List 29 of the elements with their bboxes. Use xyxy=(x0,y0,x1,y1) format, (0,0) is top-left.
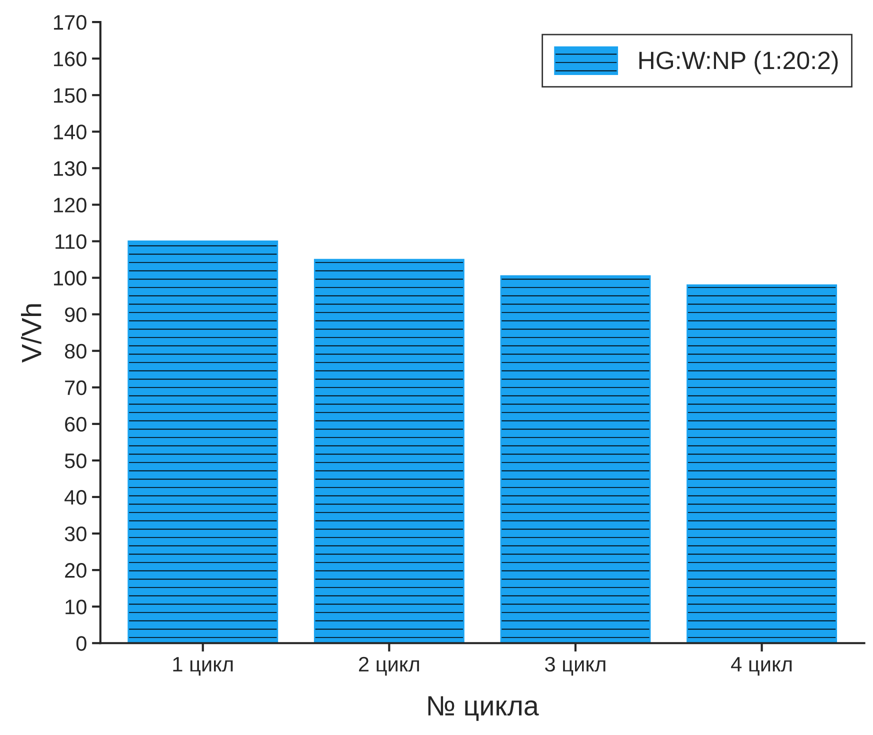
y-tick-label: 100 xyxy=(54,270,86,286)
x-tick-label: 2 цикл xyxy=(359,656,419,676)
bar xyxy=(500,275,651,644)
y-tick-label: 120 xyxy=(54,198,86,212)
legend-label: HG:W:NP (1:20:2) xyxy=(639,50,838,74)
bar xyxy=(128,240,278,644)
y-tick-label: 130 xyxy=(54,161,86,176)
x-tick-label: 3 цикл xyxy=(545,656,606,676)
y-tick-label: 70 xyxy=(65,380,86,396)
y-tick-label: 80 xyxy=(64,344,86,359)
y-axis-title: V/Vh xyxy=(20,304,42,363)
y-tick-label: 40 xyxy=(64,490,86,505)
bar xyxy=(686,284,838,644)
y-tick-label: 110 xyxy=(56,234,86,250)
x-axis-title: № цикла xyxy=(428,696,539,721)
x-tick-label: 4 цикл xyxy=(731,657,792,676)
y-tick-label: 170 xyxy=(54,15,86,30)
y-tick-label: 0 xyxy=(76,636,86,651)
y-tick-label: 50 xyxy=(64,453,86,468)
y-tick-label: 20 xyxy=(65,563,86,578)
y-tick-label: 140 xyxy=(54,124,86,140)
y-tick-label: 90 xyxy=(65,307,86,322)
y-tick-label: 30 xyxy=(64,526,86,542)
y-tick-label: 60 xyxy=(65,416,86,432)
bar xyxy=(314,258,464,644)
y-tick-label: 160 xyxy=(54,52,86,66)
x-tick-label: 1 цикл xyxy=(173,657,233,676)
y-tick-label: 10 xyxy=(66,600,86,614)
y-tick-label: 150 xyxy=(54,88,86,103)
